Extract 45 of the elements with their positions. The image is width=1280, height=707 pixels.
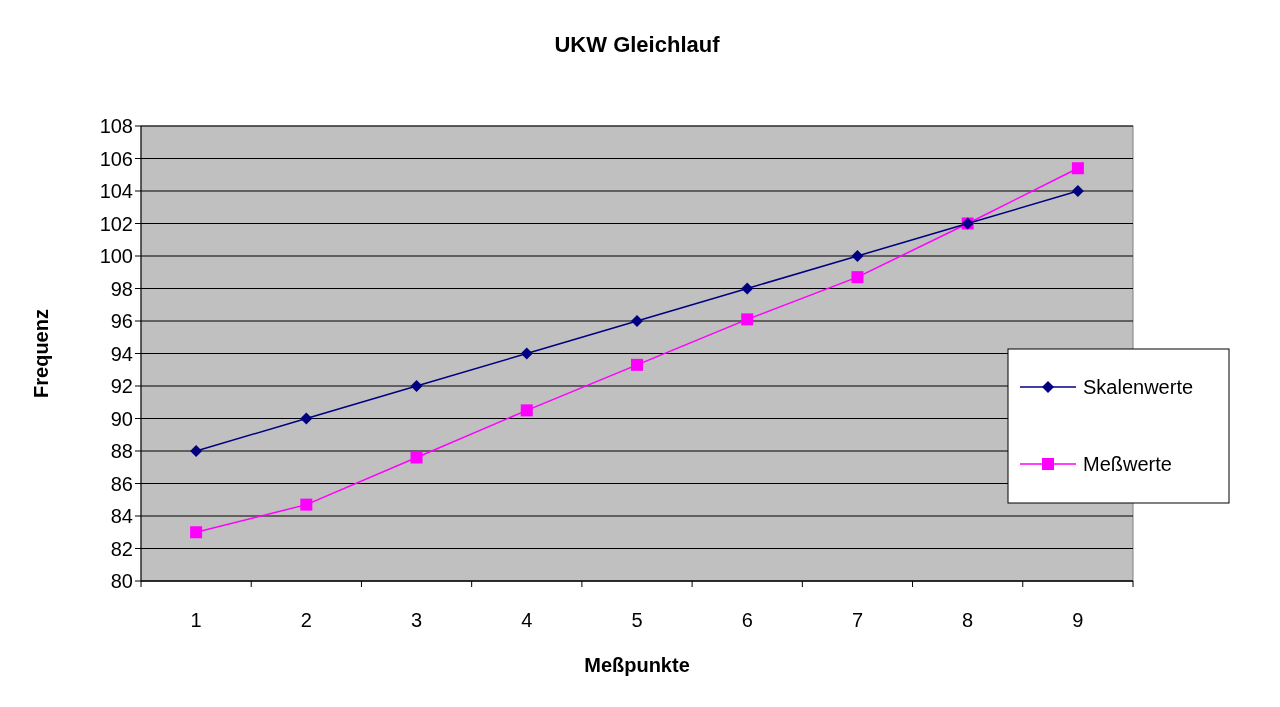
y-tick-label: 108 — [99, 115, 133, 137]
y-tick-label: 92 — [110, 375, 133, 397]
point — [851, 250, 864, 262]
y-tick-label: 90 — [110, 407, 133, 430]
point — [190, 526, 203, 539]
x-tick-label: 4 — [521, 609, 533, 631]
point — [851, 271, 864, 284]
point — [741, 313, 754, 326]
y-tick-label: 96 — [110, 310, 133, 332]
point — [1071, 162, 1084, 175]
x-tick-label: 3 — [410, 609, 423, 631]
x-tick-label: 1 — [190, 609, 202, 631]
legend-label: Skalenwerte — [1083, 376, 1194, 398]
y-tick-label: 82 — [110, 537, 133, 560]
point — [190, 445, 203, 457]
y-tick-label: 104 — [99, 180, 133, 202]
point — [1071, 185, 1084, 197]
chart-title: UKW Gleichlauf — [554, 32, 721, 57]
legend-label: Meßwerte — [1083, 453, 1172, 475]
y-tick-label: 86 — [110, 472, 133, 495]
y-tick-label: 98 — [110, 277, 133, 300]
x-tick-label: 2 — [300, 609, 312, 631]
point — [520, 404, 533, 417]
y-tick-label: 106 — [99, 147, 133, 170]
x-tick-label: 6 — [741, 609, 753, 631]
x-tick-label: 7 — [851, 609, 864, 631]
x-tick-label: 8 — [962, 609, 974, 631]
x-axis-title: Meßpunkte — [584, 654, 690, 676]
y-tick-label: 84 — [110, 505, 133, 527]
point — [741, 282, 754, 295]
point — [410, 451, 423, 464]
y-tick-label: 80 — [110, 570, 133, 592]
point — [300, 412, 313, 425]
x-tick-label: 5 — [631, 609, 643, 631]
y-tick-label: 100 — [99, 245, 133, 267]
point — [520, 347, 533, 360]
y-axis-title: Frequenz — [30, 309, 52, 398]
point — [631, 358, 643, 371]
y-tick-label: 88 — [110, 440, 133, 462]
y-tick-label: 102 — [99, 212, 133, 235]
y-tick-label: 94 — [110, 342, 133, 365]
point — [410, 380, 423, 392]
x-tick-label: 9 — [1072, 609, 1084, 631]
point — [631, 315, 643, 327]
point — [300, 498, 313, 511]
